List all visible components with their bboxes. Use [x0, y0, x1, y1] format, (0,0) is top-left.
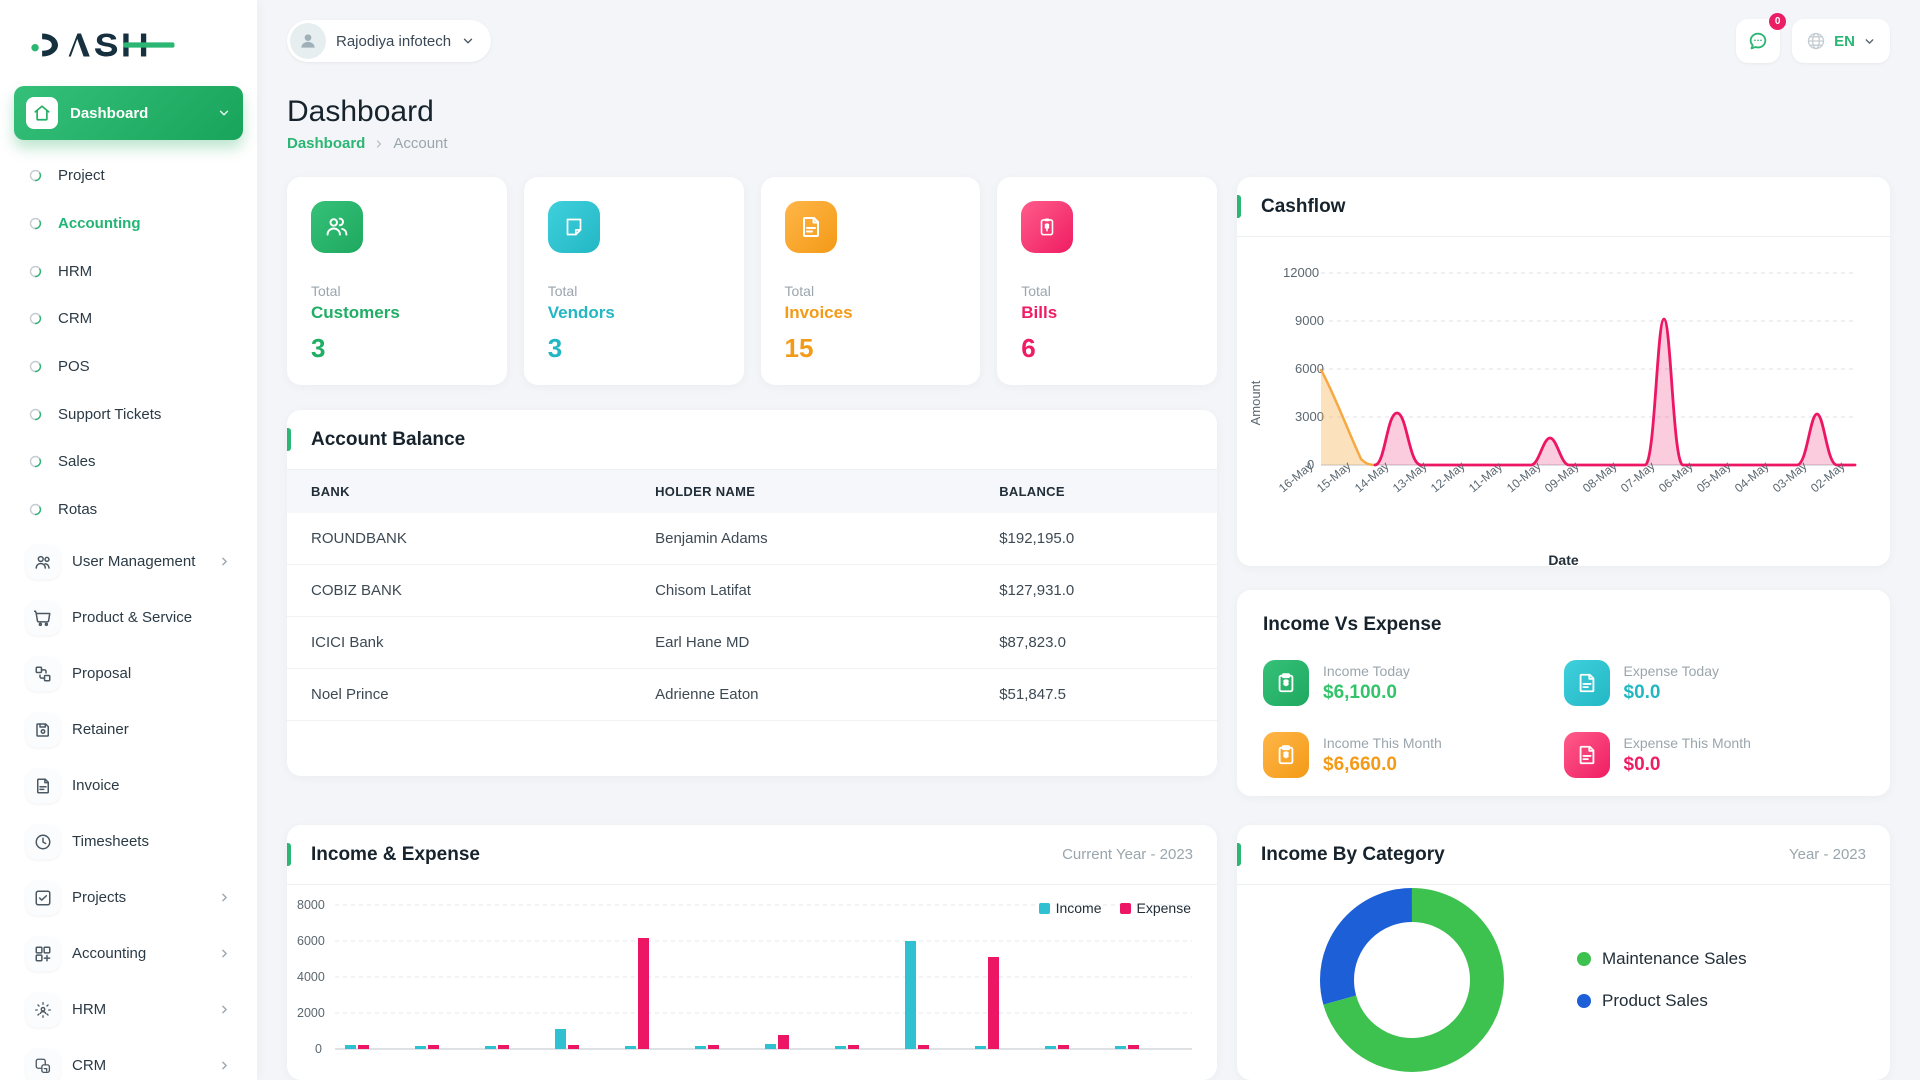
svg-text:3000: 3000: [1295, 409, 1324, 424]
svg-text:12000: 12000: [1283, 265, 1319, 280]
svg-text:6000: 6000: [1295, 361, 1324, 376]
svg-text:0: 0: [315, 1042, 322, 1056]
svg-text:8000: 8000: [297, 898, 325, 912]
svg-text:2000: 2000: [297, 1006, 325, 1020]
svg-text:6000: 6000: [297, 934, 325, 948]
svg-text:9000: 9000: [1295, 313, 1324, 328]
svg-text:16-May: 16-May: [1276, 459, 1316, 495]
svg-text:4000: 4000: [297, 970, 325, 984]
